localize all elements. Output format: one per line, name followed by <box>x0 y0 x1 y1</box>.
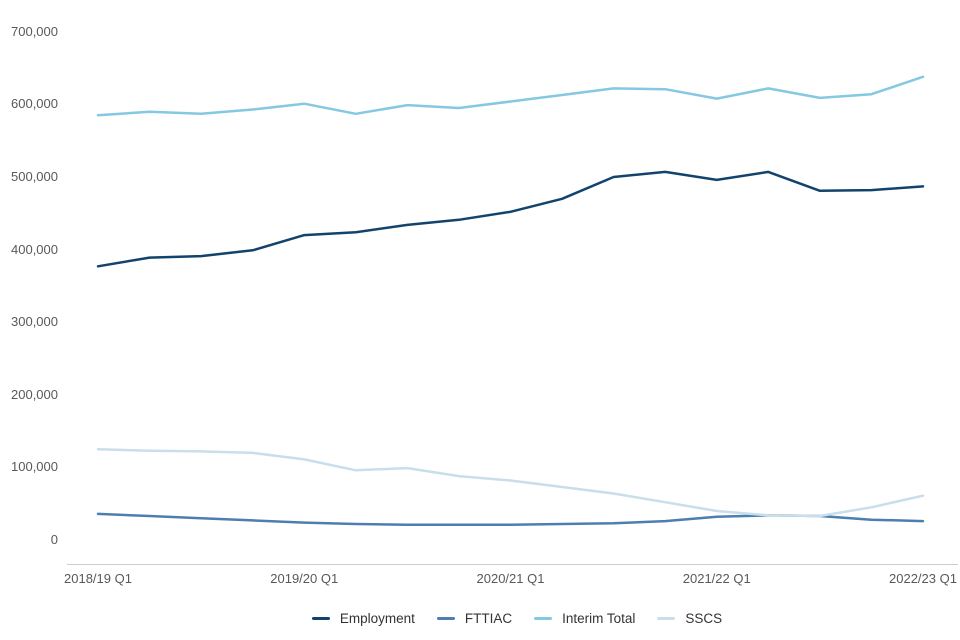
line-series-sscs <box>96 448 925 518</box>
legend-swatch-icon <box>657 617 676 620</box>
y-axis-tick-label: 500,000 <box>11 169 58 184</box>
x-axis-tick-label: 2020/21 Q1 <box>476 571 545 586</box>
legend-label: SSCS <box>685 611 723 626</box>
legend-label: Employment <box>339 611 415 626</box>
legend-item-sscs: SSCS <box>657 610 722 627</box>
legend-swatch-icon <box>311 617 330 620</box>
legend-swatch-icon <box>534 617 553 620</box>
x-axis-tick-label: 2021/22 Q1 <box>682 571 751 586</box>
legend-item-fttiac: FTTIAC <box>436 610 513 627</box>
legend-label: FTTIAC <box>464 611 513 626</box>
legend-item-employment: Employment <box>311 610 415 627</box>
legend-label: Interim Total <box>562 611 636 626</box>
x-axis-tick-label: 2022/23 Q1 <box>889 571 957 586</box>
y-axis-tick-label: 200,000 <box>11 386 58 402</box>
y-axis-tick-label: 400,000 <box>11 241 58 257</box>
x-axis-tick-label: 2018/19 Q1 <box>64 571 132 586</box>
line-series-interim-total <box>96 75 925 117</box>
y-axis-tick-label: 0 <box>50 532 58 547</box>
x-axis-line <box>67 564 958 565</box>
y-axis-tick-label: 100,000 <box>11 459 58 475</box>
line-series-employment <box>96 170 925 268</box>
y-axis-tick-label: 700,000 <box>11 23 58 39</box>
legend-item-interim-total: Interim Total <box>534 610 635 627</box>
x-axis-tick-label: 2019/20 Q1 <box>270 571 339 586</box>
y-axis-tick-label: 600,000 <box>11 96 58 112</box>
legend-swatch-icon <box>436 617 455 620</box>
chart-legend: Employment FTTIAC Interim Total SSCS <box>0 610 960 627</box>
y-axis-tick-label: 300,000 <box>11 314 58 330</box>
